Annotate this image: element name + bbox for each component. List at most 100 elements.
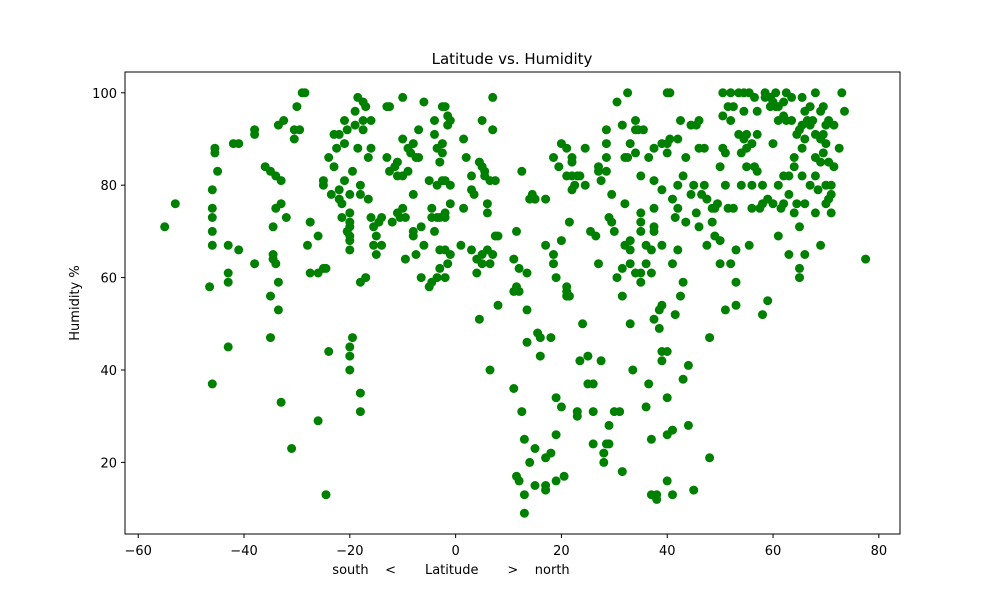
x-tick-label: −40 <box>230 544 257 559</box>
data-point <box>223 240 233 250</box>
data-point <box>467 171 476 181</box>
data-point <box>289 134 299 144</box>
data-point <box>445 250 455 259</box>
data-point <box>636 208 646 218</box>
data-point <box>620 199 630 209</box>
data-point <box>662 393 672 403</box>
data-point <box>266 291 275 301</box>
data-point <box>541 194 551 204</box>
data-point <box>623 88 633 98</box>
data-point <box>689 485 699 495</box>
data-point <box>720 180 730 190</box>
data-point <box>588 407 598 417</box>
data-point <box>223 277 233 287</box>
data-point <box>800 199 810 209</box>
data-point <box>668 259 677 269</box>
data-point <box>366 213 376 222</box>
data-point <box>683 360 693 370</box>
data-point <box>607 217 617 227</box>
data-point <box>702 240 712 250</box>
data-point <box>718 88 728 98</box>
data-point <box>337 213 347 222</box>
x-axis-label: south < Latitude > north <box>332 563 569 578</box>
data-point <box>805 180 815 190</box>
data-point <box>617 120 627 130</box>
data-point <box>303 240 312 250</box>
data-point <box>758 180 767 190</box>
data-point <box>728 203 738 213</box>
data-point <box>400 254 410 264</box>
data-point <box>604 439 614 449</box>
data-point <box>551 430 561 440</box>
data-point <box>273 305 283 315</box>
data-point <box>522 337 532 347</box>
data-point <box>313 231 323 241</box>
data-point <box>779 97 789 107</box>
data-point <box>726 116 736 125</box>
data-point <box>731 245 741 255</box>
data-point <box>355 388 365 398</box>
data-point <box>385 102 394 112</box>
data-point <box>313 416 323 426</box>
data-point <box>363 153 373 162</box>
data-point <box>596 176 606 186</box>
data-point <box>276 199 286 209</box>
data-point <box>160 222 170 232</box>
data-point <box>731 300 741 310</box>
data-point <box>742 162 752 172</box>
data-point <box>318 180 328 190</box>
data-point <box>445 180 455 190</box>
data-point <box>332 143 342 153</box>
data-point <box>488 92 498 102</box>
data-point <box>768 199 778 209</box>
data-point <box>594 166 603 176</box>
data-point <box>551 393 561 403</box>
data-point <box>580 143 590 153</box>
data-point <box>625 319 635 329</box>
data-point <box>340 176 349 186</box>
data-point <box>609 226 619 236</box>
data-point <box>821 139 831 149</box>
data-point <box>691 208 701 218</box>
data-point <box>644 379 654 389</box>
data-point <box>797 171 807 181</box>
data-point <box>535 351 545 361</box>
data-point <box>673 180 683 190</box>
data-point <box>419 240 429 250</box>
data-point <box>638 125 648 135</box>
data-point <box>739 106 749 116</box>
data-point <box>398 134 408 144</box>
data-point <box>673 203 683 213</box>
data-point <box>657 356 667 366</box>
data-point <box>424 176 434 186</box>
data-point <box>234 139 244 149</box>
data-point <box>604 420 614 430</box>
data-point <box>514 263 524 273</box>
data-point <box>398 92 408 102</box>
x-tick-label: −60 <box>125 544 152 559</box>
data-point <box>472 268 482 278</box>
data-point <box>601 153 611 162</box>
data-point <box>840 106 849 116</box>
data-point <box>210 143 220 153</box>
y-tick-label: 40 <box>100 364 117 379</box>
data-point <box>430 116 439 125</box>
data-point <box>617 263 627 273</box>
data-point <box>567 153 577 162</box>
data-point <box>747 139 757 149</box>
data-point <box>625 245 635 255</box>
data-point <box>408 189 418 199</box>
data-point <box>657 185 667 195</box>
data-point <box>668 490 677 500</box>
data-point <box>726 88 736 98</box>
data-point <box>363 194 373 204</box>
data-point <box>559 471 569 481</box>
data-point <box>522 268 532 278</box>
data-point <box>358 116 368 125</box>
data-point <box>676 291 685 301</box>
data-point <box>673 134 683 144</box>
data-point <box>726 259 736 269</box>
data-point <box>763 296 773 306</box>
data-point <box>355 180 365 190</box>
data-point <box>340 139 349 149</box>
